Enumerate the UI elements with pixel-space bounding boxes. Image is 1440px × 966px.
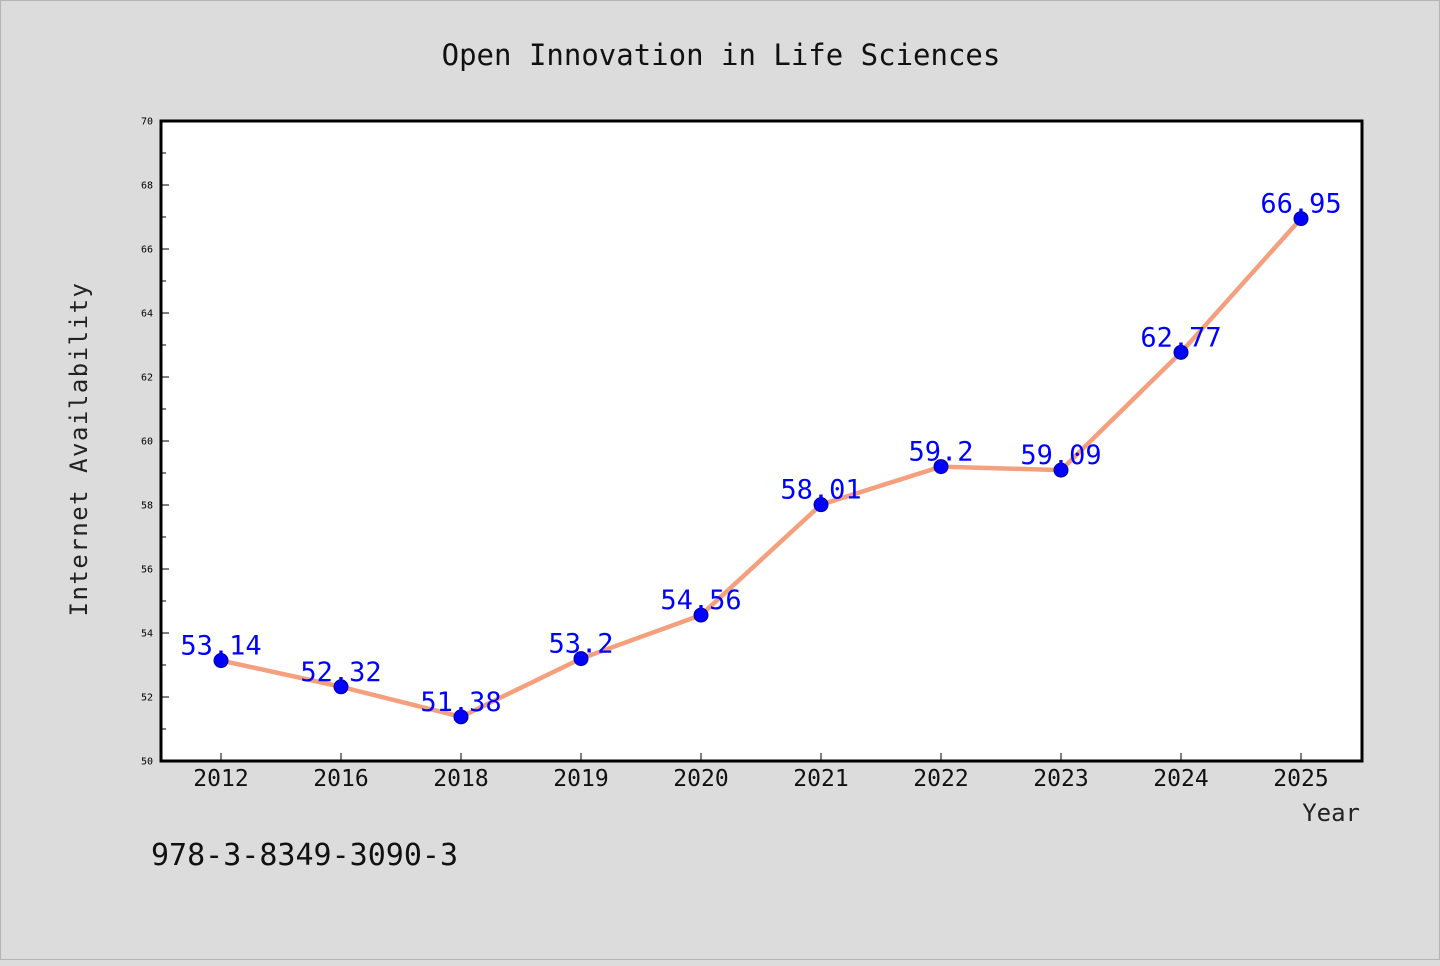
x-tick-label: 2019 [553,766,608,792]
y-tick-label: 70 [141,117,153,128]
data-point [1173,344,1189,360]
x-tick-label: 2022 [913,766,968,792]
x-tick-label: 2018 [433,766,488,792]
y-axis-label: Internet Availability [65,282,93,617]
data-point [813,497,829,513]
data-label: 52.32 [300,657,381,688]
y-tick-label: 52 [141,693,153,704]
y-tick-label: 60 [141,437,153,448]
y-tick-label: 66 [141,245,153,256]
y-tick-label: 64 [141,309,153,320]
y-tick-label: 56 [141,565,153,576]
x-tick-label: 2025 [1273,766,1328,792]
data-point [213,653,229,669]
series-line-group [218,216,1304,720]
data-point [573,651,589,667]
x-tick-label: 2024 [1153,766,1208,792]
y-tick-label: 62 [141,373,153,384]
x-tick-label: 2016 [313,766,368,792]
y-tick-label: 58 [141,501,153,512]
y-tick-label: 50 [141,757,153,768]
data-label: 54.56 [660,585,741,616]
data-label: 53.2 [548,629,613,660]
y-axis: 50 52 54 56 58 60 62 64 66 68 70 [141,117,169,768]
data-point [933,459,949,475]
data-point [1293,211,1309,227]
x-tick-label: 2021 [793,766,848,792]
data-points [213,211,1309,725]
chart-title: Open Innovation in Life Sciences [442,38,1001,72]
x-axis: 2012 2016 2018 2019 2020 2021 2022 2023 2024 2025 [193,753,1329,792]
series-line [218,216,1304,720]
x-tick-label: 2023 [1033,766,1088,792]
data-label: 59.2 [908,437,973,468]
y-tick-label: 54 [141,629,153,640]
x-tick-label: 2020 [673,766,728,792]
data-label: 53.14 [180,631,261,662]
data-labels: 53.14 52.32 51.38 53.2 54.56 58.01 59.2 59.09 62… [180,189,1341,718]
data-label: 66.95 [1260,189,1341,220]
data-label: 59.09 [1020,440,1101,471]
data-point [453,709,469,725]
data-point [333,679,349,695]
y-tick-label: 68 [141,181,153,192]
data-point [693,607,709,623]
data-label: 62.77 [1140,322,1221,353]
x-tick-label: 2012 [193,766,248,792]
data-label: 58.01 [780,475,861,506]
footer-code: 978-3-8349-3090-3 [151,838,458,873]
plot-area [159,119,1364,763]
data-point [1053,462,1069,478]
x-axis-label: Year [1302,799,1360,827]
data-label: 51.38 [420,687,501,718]
